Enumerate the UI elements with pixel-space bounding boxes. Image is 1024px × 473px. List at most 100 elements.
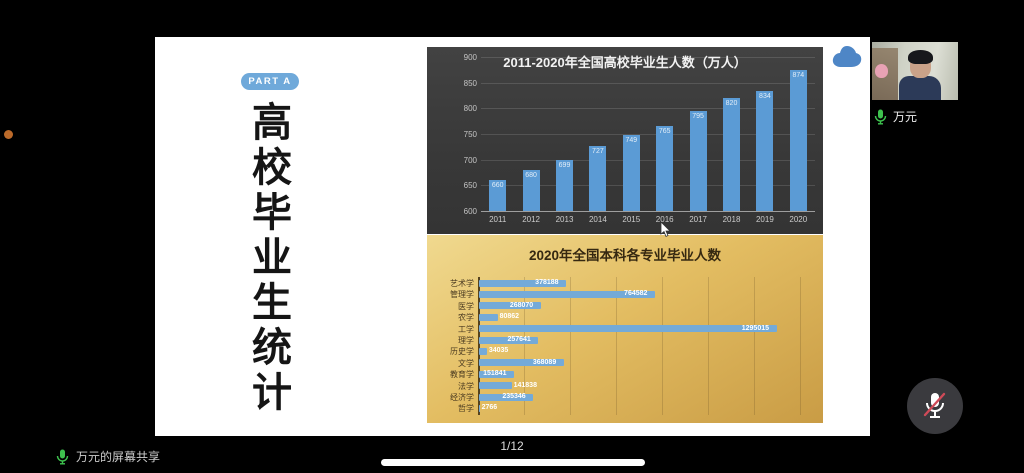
bar	[723, 98, 740, 211]
x-axis-category-label: 2013	[555, 215, 574, 224]
category-label: 哲学	[458, 404, 474, 414]
graduates-trend-chart: 2011-2020年全国高校毕业生人数（万人） 600 650 700 750 800 8…	[427, 47, 823, 234]
bar-value-label: 680	[525, 171, 537, 179]
bar-value-label: 368089	[532, 358, 557, 366]
gridline	[481, 159, 815, 161]
gridline	[800, 277, 801, 415]
y-axis-tick-label: 900	[463, 53, 477, 62]
bar-value-label: 257641	[507, 336, 531, 343]
bar-value-label: 764582	[624, 290, 648, 298]
category-label: 工学	[458, 324, 474, 334]
bar-value-label: 141838	[513, 381, 537, 389]
y-axis-tick-label: 850	[463, 78, 477, 88]
bar-value-label: 2766	[481, 404, 498, 412]
mic-muted-icon	[923, 392, 946, 418]
part-badge: PART A	[241, 73, 299, 90]
bar	[479, 370, 514, 378]
x-axis-category-label: 2020	[789, 215, 808, 224]
bar	[479, 336, 539, 344]
category-label: 历史学	[450, 347, 474, 357]
gridline	[481, 57, 815, 58]
bar-value-label: 749	[625, 136, 638, 144]
participant-name: 万元	[893, 110, 918, 124]
annotation-dot	[4, 130, 13, 139]
mouse-cursor-icon	[660, 222, 671, 238]
chart-title: 2011-2020年全国高校毕业生人数（万人）	[503, 55, 747, 70]
bar-value-label: 660	[491, 182, 504, 190]
share-banner-text: 万元的屏幕共享	[76, 450, 161, 464]
gridline	[481, 185, 815, 187]
y-axis-line	[478, 277, 480, 415]
bar	[479, 347, 487, 355]
category-label: 理学	[458, 336, 474, 345]
bar-value-label: 151841	[483, 370, 507, 378]
bar-value-label: 795	[692, 112, 704, 120]
bar	[656, 126, 674, 211]
bar	[556, 160, 573, 211]
shared-slide: PART A 高校毕业生统计 2011-2020年全国高校毕业生人数（万人） 6…	[155, 37, 870, 436]
participant-row: 万元	[874, 108, 917, 125]
gridline	[524, 277, 525, 415]
bar	[489, 180, 507, 211]
category-label: 法学	[458, 381, 474, 391]
slide-scrollbar[interactable]	[381, 459, 645, 466]
gridline	[481, 134, 815, 135]
x-axis-category-label: 2018	[722, 215, 741, 224]
category-label: 文学	[458, 358, 474, 368]
mic-on-icon	[874, 109, 887, 125]
gridline	[708, 277, 709, 415]
bar	[479, 393, 534, 401]
gridline	[662, 277, 663, 415]
bar	[479, 279, 566, 287]
webcam-person-hair	[908, 50, 933, 64]
chart-title: 2020年全国本科各专业毕业人数	[528, 248, 722, 263]
mute-toggle-button[interactable]	[907, 378, 963, 434]
cloud-icon	[832, 46, 862, 67]
bar	[479, 290, 655, 298]
bar	[522, 169, 540, 211]
gridline	[481, 211, 815, 212]
bar-value-label: 80862	[499, 313, 520, 321]
bar	[479, 313, 498, 321]
y-axis-tick-label: 700	[463, 155, 477, 165]
bar	[622, 134, 640, 211]
bar	[479, 325, 777, 333]
bar-value-label: 727	[592, 147, 604, 155]
bar	[479, 382, 512, 390]
bar-value-label: 235346	[502, 393, 526, 400]
bar	[689, 110, 707, 211]
category-label: 农学	[458, 313, 474, 323]
bar-value-label: 820	[725, 100, 738, 108]
bar-value-label: 268070	[509, 301, 534, 309]
bar	[756, 90, 774, 211]
majors-bar-chart: 2020年全国本科各专业毕业人数 艺术学 378188 管理学 764582 医学 268…	[427, 235, 823, 423]
y-axis-tick-label: 650	[463, 181, 477, 191]
mic-on-icon	[56, 449, 69, 465]
gridline	[570, 277, 571, 415]
page-indicator: 1/12	[500, 439, 524, 453]
slide-vertical-title: 高校毕业生统计	[246, 101, 290, 416]
y-axis-tick-label: 600	[463, 207, 477, 216]
bar-value-label: 34035	[488, 347, 509, 355]
bar-value-label: 765	[658, 128, 671, 136]
gridline	[616, 277, 617, 415]
y-axis-tick-label: 750	[463, 130, 477, 139]
x-axis-category-label: 2011	[489, 215, 507, 224]
webcam-video[interactable]	[872, 42, 958, 100]
screen-share-banner: 万元的屏幕共享	[56, 448, 160, 465]
bar	[479, 359, 564, 367]
category-label: 医学	[458, 301, 474, 311]
webcam-person-body	[899, 76, 941, 100]
bar-value-label: 1295015	[741, 324, 770, 332]
bar	[589, 145, 607, 211]
category-label: 管理学	[450, 290, 474, 300]
bar-value-label: 834	[759, 92, 771, 100]
bar-value-label: 699	[558, 162, 571, 170]
gridline	[481, 82, 815, 84]
bar	[479, 404, 480, 412]
category-label: 教育学	[450, 370, 474, 380]
x-axis-category-label: 2019	[755, 215, 774, 224]
bar-value-label: 874	[792, 72, 805, 80]
bar-value-label: 378188	[535, 279, 559, 286]
